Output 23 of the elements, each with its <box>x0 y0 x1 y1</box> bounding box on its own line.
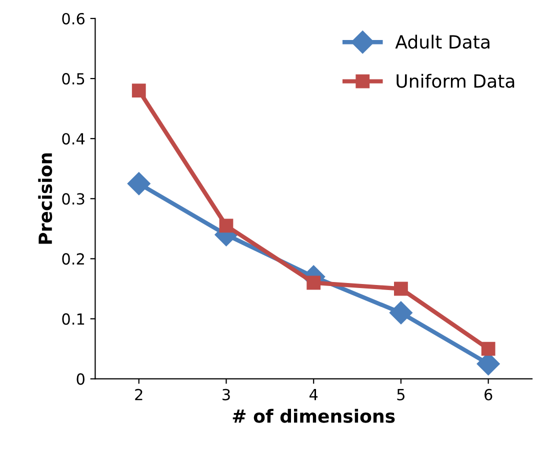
y-tick-label: 0.5 <box>62 73 84 85</box>
point <box>127 172 150 196</box>
y-tick-label: 0.1 <box>62 313 84 325</box>
y-tick-label: 0.4 <box>62 133 85 145</box>
x-tick-label: 2 <box>135 388 142 400</box>
point <box>306 276 321 290</box>
point <box>132 84 146 98</box>
point <box>394 282 408 296</box>
point <box>389 301 412 324</box>
point <box>219 218 234 233</box>
x-tick-label: 4 <box>309 389 318 400</box>
y-tick-label: 0.2 <box>62 253 84 265</box>
x-tick-label: 5 <box>397 389 404 400</box>
y-axis-title: Precision <box>38 153 52 244</box>
y-tick-label: 0.3 <box>62 193 84 205</box>
y-tick-label: 0.6 <box>62 12 85 24</box>
x-tick-label: 3 <box>222 388 230 400</box>
x-axis-title: # of dimensions <box>232 408 395 423</box>
x-tick-label: 6 <box>484 388 492 400</box>
point <box>481 342 496 356</box>
legend-label: Adult Data <box>395 34 490 49</box>
y-tick-label: 0 <box>76 373 84 385</box>
legend-label: Uniform Data <box>396 74 514 88</box>
